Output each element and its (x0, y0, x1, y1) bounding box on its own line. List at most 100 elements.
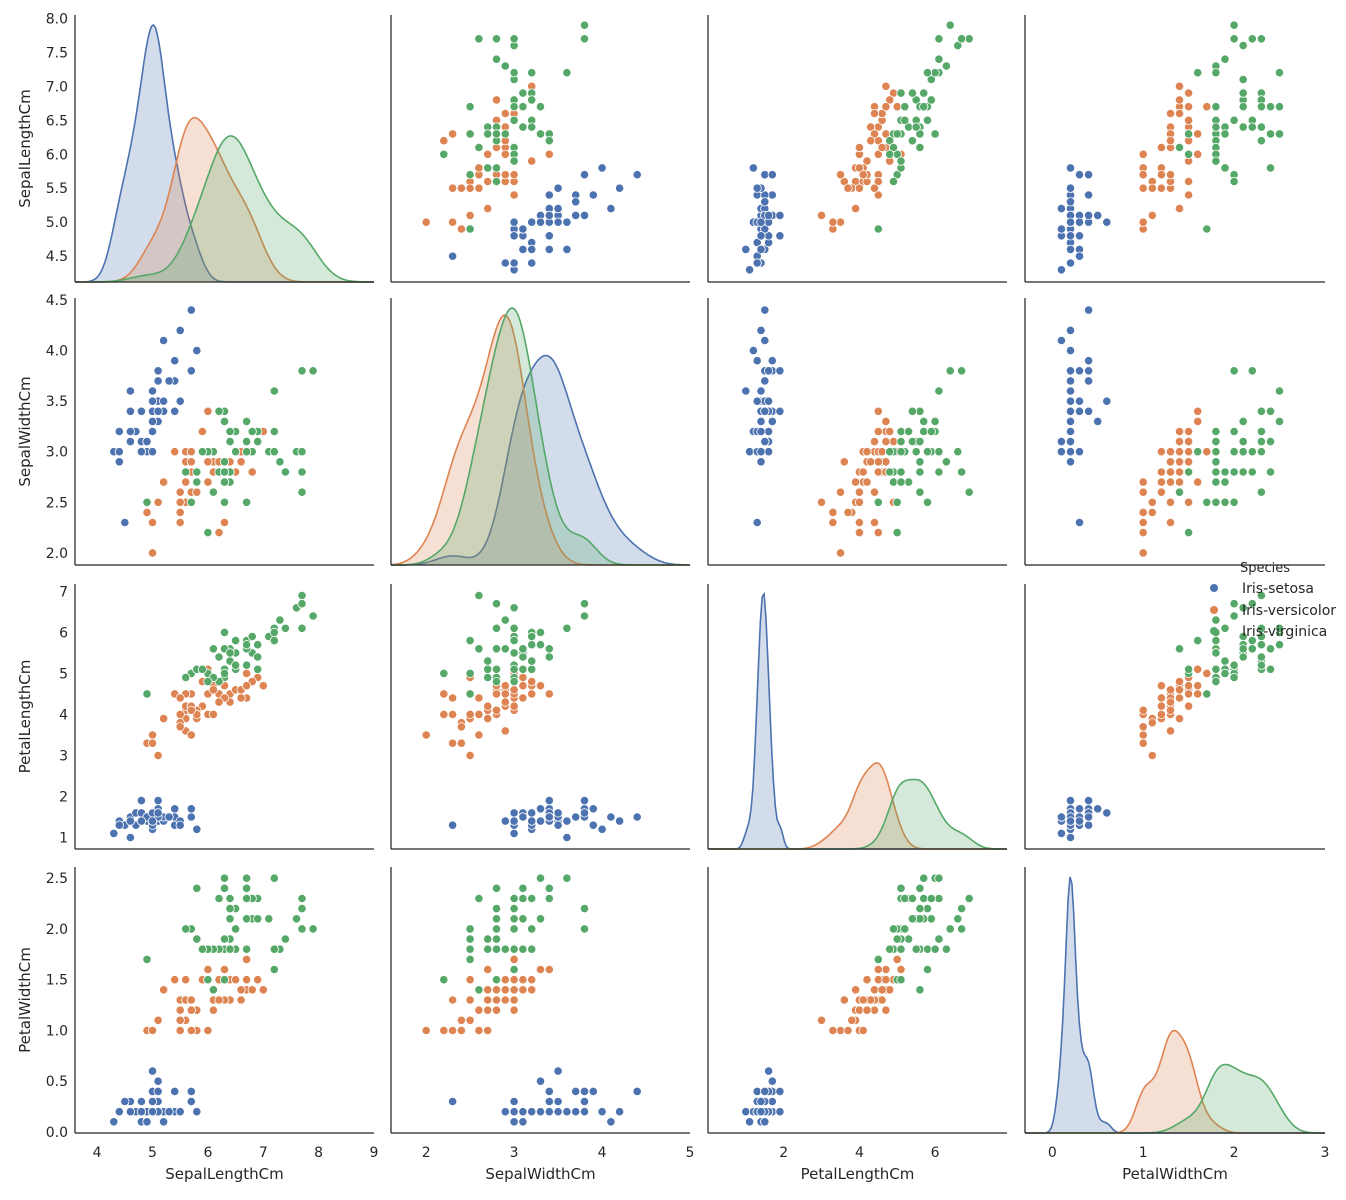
point-setosa (760, 224, 770, 234)
point-virginica (527, 656, 537, 666)
legend-label-setosa: Iris-setosa (1242, 581, 1314, 597)
point-setosa (1084, 376, 1094, 386)
kde-fill-versicolor (1025, 1030, 1325, 1133)
point-versicolor (1138, 548, 1148, 558)
point-versicolor (1174, 477, 1185, 487)
point-setosa (164, 812, 174, 822)
point-setosa (186, 366, 196, 376)
point-setosa (527, 816, 537, 826)
point-versicolor (500, 149, 510, 159)
point-setosa (447, 820, 458, 830)
y-tick-label: 7.5 (46, 45, 68, 61)
point-versicolor (175, 693, 185, 703)
point-setosa (632, 170, 642, 180)
point-setosa (744, 265, 755, 275)
point-virginica (1202, 497, 1212, 507)
point-virginica (491, 644, 502, 654)
point-virginica (919, 88, 929, 98)
point-versicolor (421, 1025, 431, 1036)
point-virginica (934, 447, 944, 457)
point-versicolor (447, 217, 458, 227)
point-versicolor (881, 964, 891, 975)
point-setosa (579, 1096, 590, 1107)
point-versicolor (877, 985, 887, 995)
point-versicolor (527, 156, 537, 166)
point-setosa (518, 224, 528, 234)
point-virginica (1247, 599, 1257, 609)
point-versicolor (175, 709, 185, 720)
point-versicolor (535, 964, 546, 975)
point-versicolor (854, 517, 865, 528)
point-versicolor (1193, 129, 1203, 139)
point-setosa (153, 376, 163, 386)
point-versicolor (500, 689, 510, 699)
point-setosa (527, 1107, 537, 1117)
point-virginica (1265, 129, 1276, 139)
point-setosa (136, 1096, 146, 1107)
point-versicolor (483, 204, 493, 214)
point-setosa (760, 305, 770, 315)
point-virginica (579, 611, 590, 621)
point-virginica (1174, 644, 1185, 654)
point-virginica (1238, 644, 1248, 654)
kde-fill-setosa (75, 25, 374, 282)
point-versicolor (500, 995, 510, 1005)
point-virginica (1247, 644, 1257, 654)
point-versicolor (483, 964, 493, 975)
point-virginica (269, 873, 279, 883)
point-virginica (181, 924, 191, 934)
point-setosa (1084, 190, 1094, 200)
point-versicolor (465, 1015, 475, 1025)
point-versicolor (208, 1005, 218, 1015)
point-virginica (483, 672, 493, 683)
point-setosa (1084, 170, 1094, 180)
point-versicolor (203, 477, 213, 487)
y-tick-label: 4.0 (46, 344, 68, 360)
point-virginica (903, 477, 914, 487)
point-virginica (911, 122, 921, 132)
point-versicolor (500, 975, 510, 985)
point-virginica (1193, 635, 1203, 646)
point-virginica (219, 934, 230, 944)
y-axis-title: SepalLengthCm (16, 89, 34, 207)
point-setosa (606, 204, 616, 214)
point-versicolor (447, 1025, 458, 1036)
point-virginica (934, 34, 944, 44)
point-versicolor (518, 975, 528, 985)
point-virginica (903, 934, 914, 944)
kde-fill-virginica (391, 308, 690, 565)
point-versicolor (421, 730, 431, 740)
point-virginica (919, 102, 929, 112)
point-virginica (1229, 115, 1239, 125)
point-versicolor (483, 701, 493, 711)
point-versicolor (881, 436, 891, 447)
point-virginica (242, 640, 252, 650)
point-setosa (544, 795, 554, 806)
point-virginica (1220, 656, 1230, 666)
point-setosa (125, 436, 135, 447)
point-versicolor (828, 517, 838, 528)
point-virginica (544, 644, 554, 654)
point-setosa (1074, 217, 1085, 227)
point-versicolor (873, 426, 883, 437)
point-versicolor (1156, 477, 1167, 487)
point-setosa (1065, 457, 1076, 467)
point-virginica (1211, 457, 1221, 467)
point-setosa (125, 406, 135, 416)
point-virginica (280, 467, 290, 477)
point-versicolor (1174, 713, 1185, 724)
point-virginica (308, 611, 318, 621)
point-versicolor (544, 964, 554, 975)
point-versicolor (839, 995, 849, 1005)
point-setosa (763, 366, 774, 376)
point-setosa (125, 816, 135, 826)
panel-petal-width-vs-sepal-width: 2 3 4 5 SepalWidthCm (390, 867, 694, 1183)
point-virginica (1238, 467, 1248, 477)
point-versicolor (186, 1005, 196, 1015)
point-setosa (170, 1086, 180, 1097)
point-virginica (500, 615, 510, 625)
point-setosa (125, 426, 135, 437)
point-versicolor (483, 1005, 493, 1015)
point-versicolor (170, 975, 180, 985)
point-versicolor (1165, 467, 1176, 477)
